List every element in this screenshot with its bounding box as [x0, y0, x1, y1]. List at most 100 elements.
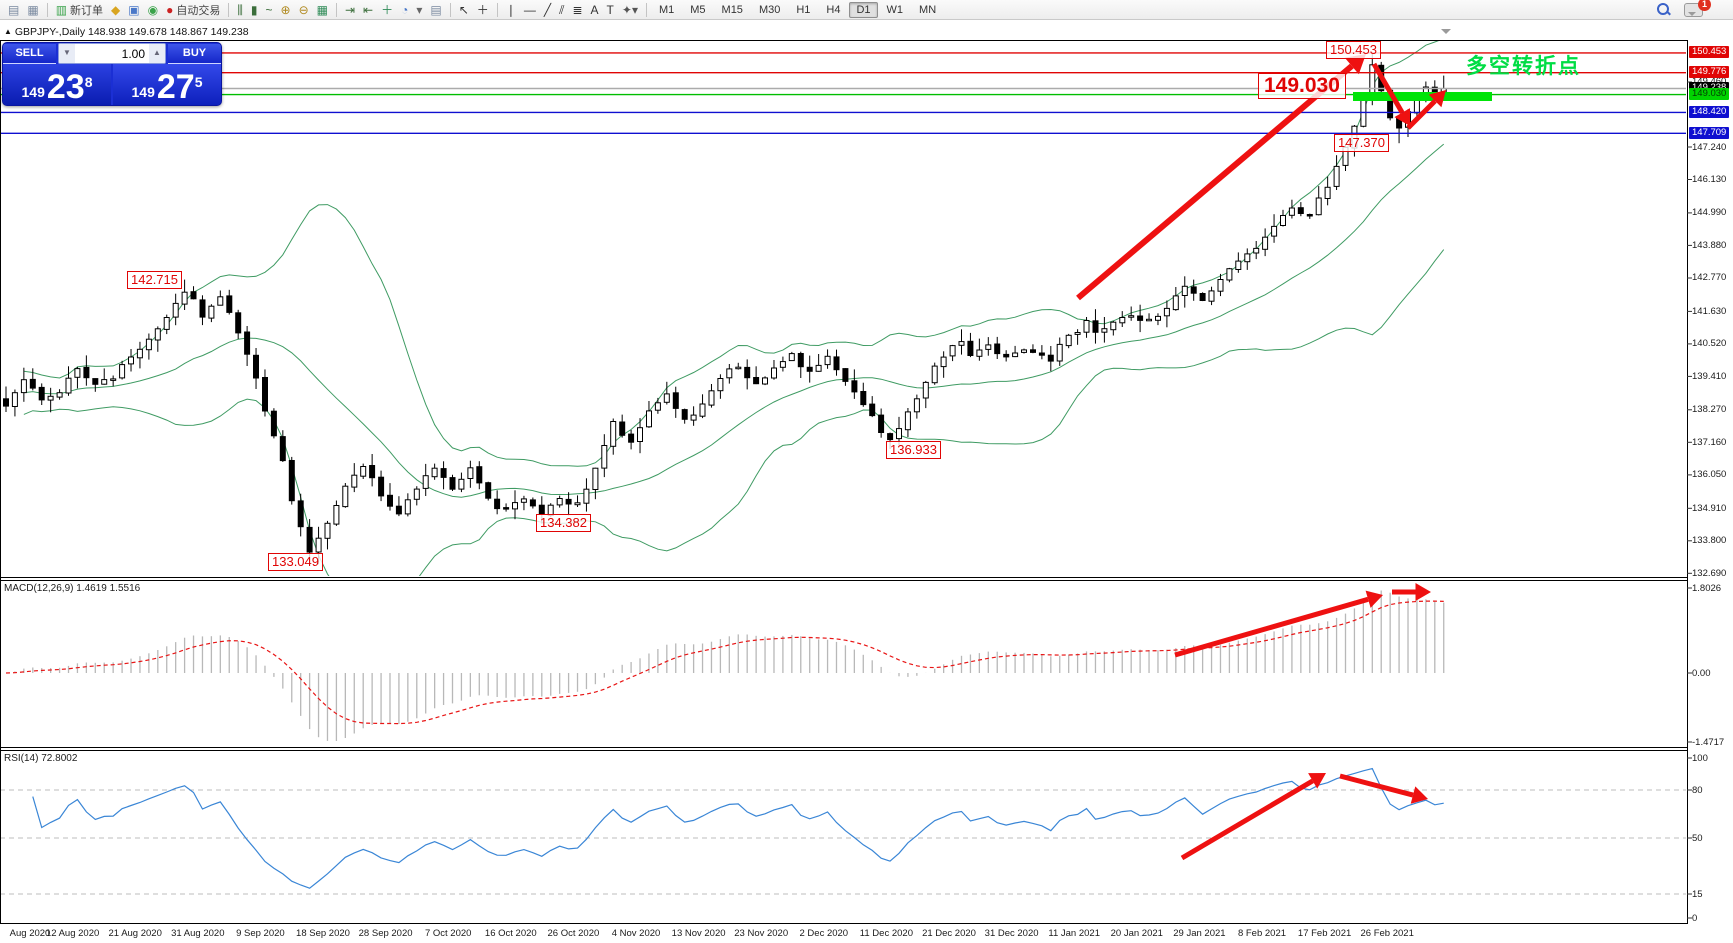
price-axis-tick: 132.690 — [1692, 567, 1727, 579]
clean-charts-icon[interactable]: ◆ — [107, 3, 124, 17]
date-axis-label: 21 Aug 2020 — [108, 928, 162, 939]
trendline-icon[interactable]: ╱ — [540, 3, 555, 17]
timeframe-button-m1[interactable]: M1 — [658, 3, 675, 16]
sell-button[interactable]: SELL — [3, 43, 56, 64]
date-axis-label: 28 Sep 2020 — [358, 928, 413, 939]
date-axis-label: 21 Dec 2020 — [922, 928, 976, 939]
timeframe-button-m30[interactable]: M30 — [758, 3, 781, 16]
date-axis-label: 16 Oct 2020 — [484, 928, 537, 939]
zoom-in-icon[interactable]: ⊕ — [277, 3, 295, 17]
candlestick-chart-icon[interactable]: ▮ — [247, 3, 262, 17]
price-axis-tick: 134.910 — [1692, 502, 1727, 514]
toolbar-separator — [335, 2, 337, 17]
price-level-label: 147.709 — [1689, 126, 1730, 139]
profiles-icon: ▦ — [27, 2, 39, 17]
timeframe-button-h1[interactable]: H1 — [796, 3, 811, 16]
sell-price-figure: 149 — [21, 84, 45, 100]
date-axis-label: 31 Dec 2020 — [984, 928, 1039, 939]
date-axis-label: 2 Dec 2020 — [799, 928, 849, 939]
rsi-axis-tick: 80 — [1692, 784, 1703, 796]
candlestick-chart-icon: ▮ — [250, 2, 258, 17]
toolbar-separator — [496, 2, 498, 17]
date-axis-label: 11 Dec 2020 — [859, 928, 913, 939]
zoom-out-icon[interactable]: ⊖ — [295, 3, 313, 17]
timeframe-button-mn[interactable]: MN — [919, 3, 937, 16]
symbol-ohlc-text: GBPJPY-,Daily 148.938 149.678 148.867 14… — [14, 26, 249, 38]
price-callout-label: 150.453 — [1326, 41, 1381, 59]
price-axis-tick: 146.130 — [1692, 174, 1727, 186]
sell-price[interactable]: 149 23 8 — [3, 64, 111, 105]
price-level-label: 149.030 — [1689, 88, 1730, 101]
price-axis-tick: 144.990 — [1692, 207, 1727, 219]
new-order-button[interactable]: ▥ 新订单 — [52, 1, 107, 19]
rsi-axis-tick: 100 — [1692, 752, 1708, 764]
text-label-icon[interactable]: T — [603, 3, 618, 17]
bar-chart-icon[interactable]: ⫼ — [233, 3, 247, 17]
crosshair-icon[interactable]: ＋ — [473, 3, 493, 17]
new-chart-icon: ▤ — [8, 2, 20, 17]
signals-icon[interactable]: ◉ — [144, 3, 162, 17]
templates-icon[interactable]: ▤ — [426, 3, 445, 17]
tile-windows-icon[interactable]: ▦ — [313, 3, 332, 17]
volume-decrease-button[interactable]: ▼ — [59, 44, 75, 63]
clean-charts-icon: ◆ — [111, 2, 121, 17]
date-axis-label: 26 Feb 2021 — [1360, 928, 1414, 939]
terminal-icon[interactable]: ▣ — [124, 3, 143, 17]
search-icon[interactable] — [1657, 3, 1671, 16]
price-callout-label: 133.049 — [268, 553, 323, 571]
timeframe-button-h4[interactable]: H4 — [826, 3, 841, 16]
chat-icon[interactable]: 1 — [1684, 0, 1711, 17]
date-axis-label: 7 Oct 2020 — [424, 928, 472, 939]
price-callout-label: 149.030 — [1258, 73, 1346, 99]
date-axis-label: 26 Oct 2020 — [547, 928, 600, 939]
date-axis-label: 11 Jan 2021 — [1048, 928, 1100, 939]
buy-price-pips: 27 — [156, 68, 195, 106]
profiles-icon[interactable]: ▦ — [23, 3, 42, 17]
turning-point-annotation: 多空转折点 — [1466, 55, 1581, 78]
rsi-axis-tick: 15 — [1692, 888, 1703, 900]
vertical-line-icon[interactable]: ❘ — [502, 3, 520, 17]
cursor-icon: ↖ — [458, 2, 469, 17]
auto-scroll-icon: ⇥ — [344, 2, 356, 17]
buy-price[interactable]: 149 27 5 — [113, 64, 221, 105]
auto-scroll-icon[interactable]: ⇥ — [341, 3, 359, 17]
buy-price-figure: 149 — [131, 84, 155, 100]
text-icon: A — [590, 2, 599, 17]
fibonacci-icon[interactable]: ≣ — [568, 3, 586, 17]
timeframe-button-m5[interactable]: M5 — [690, 3, 706, 16]
timeframe-button-d1[interactable]: D1 — [849, 1, 878, 18]
chart-shift-marker — [1441, 29, 1451, 39]
chart-shift-icon[interactable]: ⇤ — [359, 3, 377, 17]
horizontal-line-icon[interactable]: — — [520, 3, 540, 17]
timeframe-button-w1[interactable]: W1 — [886, 3, 904, 16]
date-axis-label: 18 Sep 2020 — [296, 928, 350, 939]
tile-windows-icon: ▦ — [316, 2, 328, 17]
line-chart-icon[interactable]: ~ — [261, 3, 276, 17]
horizontal-line-icon: — — [523, 2, 536, 17]
text-icon[interactable]: A — [587, 3, 603, 17]
new-order-button: ▥ — [55, 2, 68, 17]
macd-axis-tick: 0.00 — [1692, 667, 1711, 679]
periods-icon[interactable]: ◔ — [397, 3, 412, 17]
new-chart-icon[interactable]: ▤ — [4, 3, 23, 17]
volume-increase-button[interactable]: ▲ — [149, 44, 165, 63]
volume-input[interactable] — [75, 44, 149, 63]
dropdown-caret-icon[interactable]: ▾ — [412, 3, 426, 17]
price-axis-tick: 138.270 — [1692, 404, 1727, 416]
timeframe-button-m15[interactable]: M15 — [721, 3, 743, 16]
shapes-icon[interactable]: ✦▾ — [618, 3, 642, 17]
indicators-icon[interactable]: ＋ — [377, 3, 397, 17]
signals-icon: ◉ — [147, 2, 159, 17]
cursor-icon[interactable]: ↖ — [455, 3, 473, 17]
dropdown-caret-icon: ▾ — [416, 2, 423, 17]
autotrading-button[interactable]: ● 自动交易 — [162, 1, 224, 19]
rsi-header: RSI(14) 72.8002 — [4, 753, 78, 764]
buy-button[interactable]: BUY — [168, 43, 221, 64]
toolbar-separator — [449, 2, 451, 17]
channel-icon[interactable]: ⫽ — [555, 3, 568, 17]
sell-price-pipette: 8 — [84, 74, 93, 90]
price-axis-tick: 133.800 — [1692, 535, 1727, 547]
